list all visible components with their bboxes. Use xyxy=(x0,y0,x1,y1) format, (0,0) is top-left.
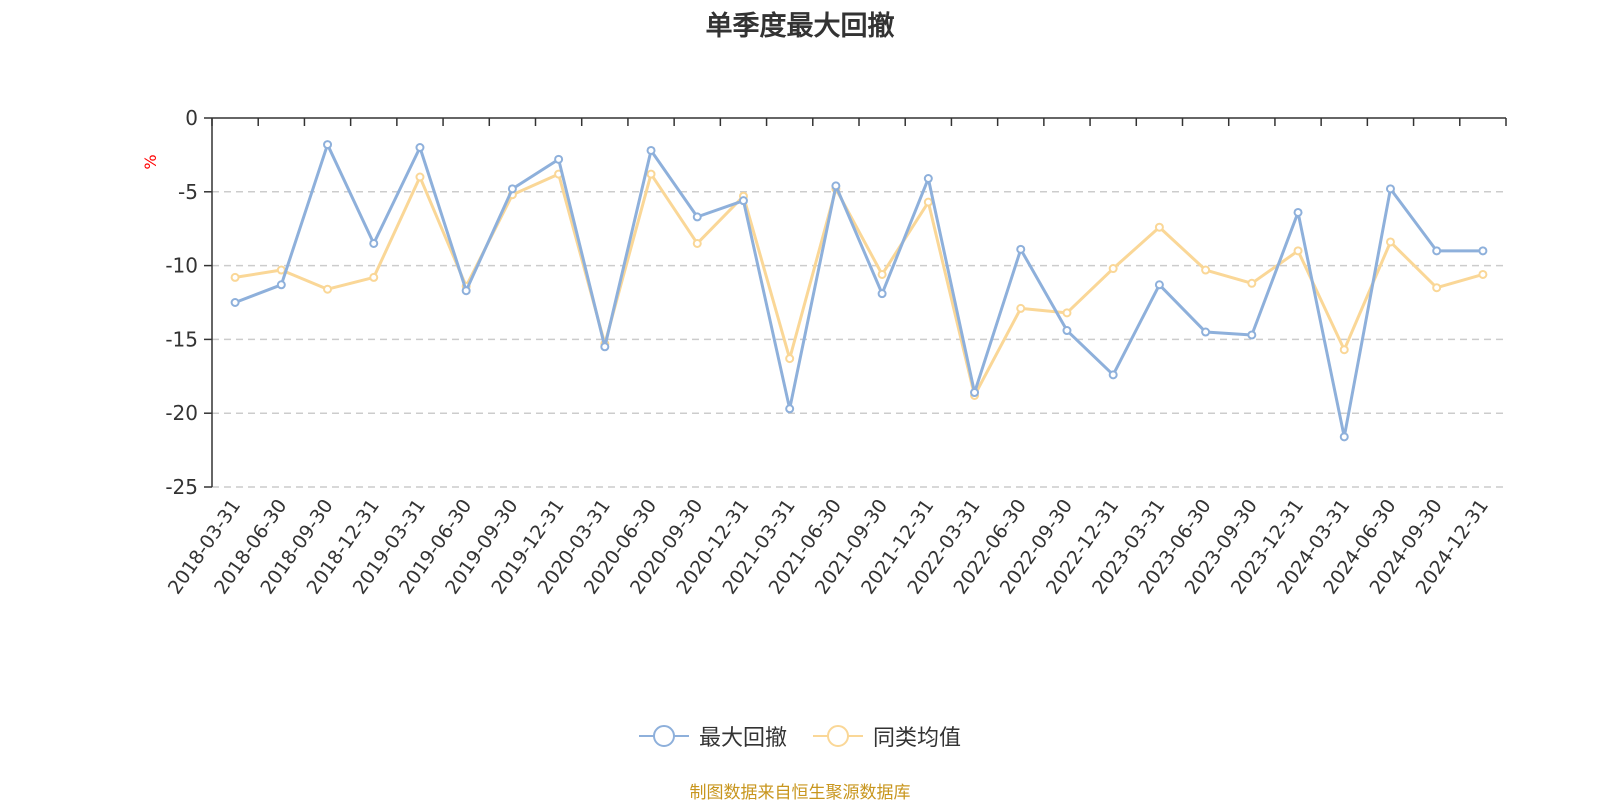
data-point[interactable] xyxy=(1154,222,1164,232)
data-point[interactable] xyxy=(1108,370,1118,380)
legend-circle xyxy=(652,725,675,747)
data-point[interactable] xyxy=(1154,280,1164,290)
legend-label: 最大回撤 xyxy=(698,726,787,751)
data-point[interactable] xyxy=(738,196,748,206)
source-note: 制图数据来自恒生聚源数据库 xyxy=(689,783,911,803)
y-axis-unit-label: % xyxy=(141,154,160,169)
series-peer-average xyxy=(230,169,1488,400)
data-point[interactable] xyxy=(1201,265,1211,275)
data-point[interactable] xyxy=(1247,330,1257,340)
data-point[interactable] xyxy=(785,354,795,364)
data-point[interactable] xyxy=(323,284,333,294)
data-point[interactable] xyxy=(970,388,980,398)
data-point[interactable] xyxy=(1293,207,1303,217)
data-point[interactable] xyxy=(276,280,286,290)
data-point[interactable] xyxy=(1062,308,1072,318)
data-point[interactable] xyxy=(1385,237,1395,247)
data-point[interactable] xyxy=(646,145,656,155)
data-point[interactable] xyxy=(600,342,610,352)
legend-circle xyxy=(827,725,849,747)
data-point[interactable] xyxy=(646,169,656,179)
legend-label: 同类均值 xyxy=(873,726,962,751)
data-point[interactable] xyxy=(369,272,379,282)
data-point[interactable] xyxy=(923,197,933,207)
data-point[interactable] xyxy=(1432,283,1442,293)
data-point[interactable] xyxy=(1339,345,1349,355)
data-point[interactable] xyxy=(1478,269,1488,279)
axis-layer: 0-5-10-15-20-252018-03-312018-06-302018-… xyxy=(164,106,1507,598)
legend-item-peer-average[interactable]: 同类均值 xyxy=(813,720,961,752)
data-point[interactable] xyxy=(1478,246,1488,256)
data-point[interactable] xyxy=(831,181,841,191)
legend-item-max-drawdown[interactable]: 最大回撤 xyxy=(638,720,787,752)
data-point[interactable] xyxy=(1108,264,1118,274)
data-point[interactable] xyxy=(415,143,425,153)
data-point[interactable] xyxy=(276,265,286,275)
series-line xyxy=(234,172,1484,397)
y-tick-label: -25 xyxy=(165,475,198,499)
series-line xyxy=(234,143,1483,439)
data-point[interactable] xyxy=(507,184,517,194)
legend: 最大回撤 同类均值 xyxy=(0,720,1600,752)
data-point[interactable] xyxy=(1247,278,1257,288)
data-point[interactable] xyxy=(692,238,702,248)
data-point[interactable] xyxy=(692,212,702,222)
data-point[interactable] xyxy=(1062,326,1072,336)
data-point[interactable] xyxy=(369,238,379,248)
y-tick-label: -15 xyxy=(165,327,198,351)
chart-title: 单季度最大回撤 xyxy=(705,11,895,42)
data-point[interactable] xyxy=(1339,432,1349,442)
data-point[interactable] xyxy=(1016,244,1026,254)
data-point[interactable] xyxy=(230,298,240,307)
data-point[interactable] xyxy=(230,272,240,282)
data-point[interactable] xyxy=(1385,184,1395,194)
data-point[interactable] xyxy=(877,269,887,279)
data-point[interactable] xyxy=(554,154,564,164)
data-point[interactable] xyxy=(415,172,425,182)
data-point[interactable] xyxy=(1293,246,1303,256)
legend-marker-icon xyxy=(638,725,689,747)
y-tick-label: -5 xyxy=(178,180,198,204)
data-point[interactable] xyxy=(877,289,887,299)
series-max-drawdown xyxy=(230,140,1488,442)
data-point[interactable] xyxy=(1201,327,1211,337)
data-point[interactable] xyxy=(1016,303,1026,313)
data-point[interactable] xyxy=(923,174,933,184)
data-point[interactable] xyxy=(323,140,333,150)
legend-marker-icon xyxy=(813,725,863,747)
y-tick-label: -20 xyxy=(165,401,198,425)
y-tick-label: -10 xyxy=(165,254,198,278)
data-point[interactable] xyxy=(1432,246,1442,256)
y-tick-label: 0 xyxy=(185,106,198,130)
data-point[interactable] xyxy=(785,404,795,414)
data-point[interactable] xyxy=(461,286,471,296)
series-layer xyxy=(230,140,1488,442)
